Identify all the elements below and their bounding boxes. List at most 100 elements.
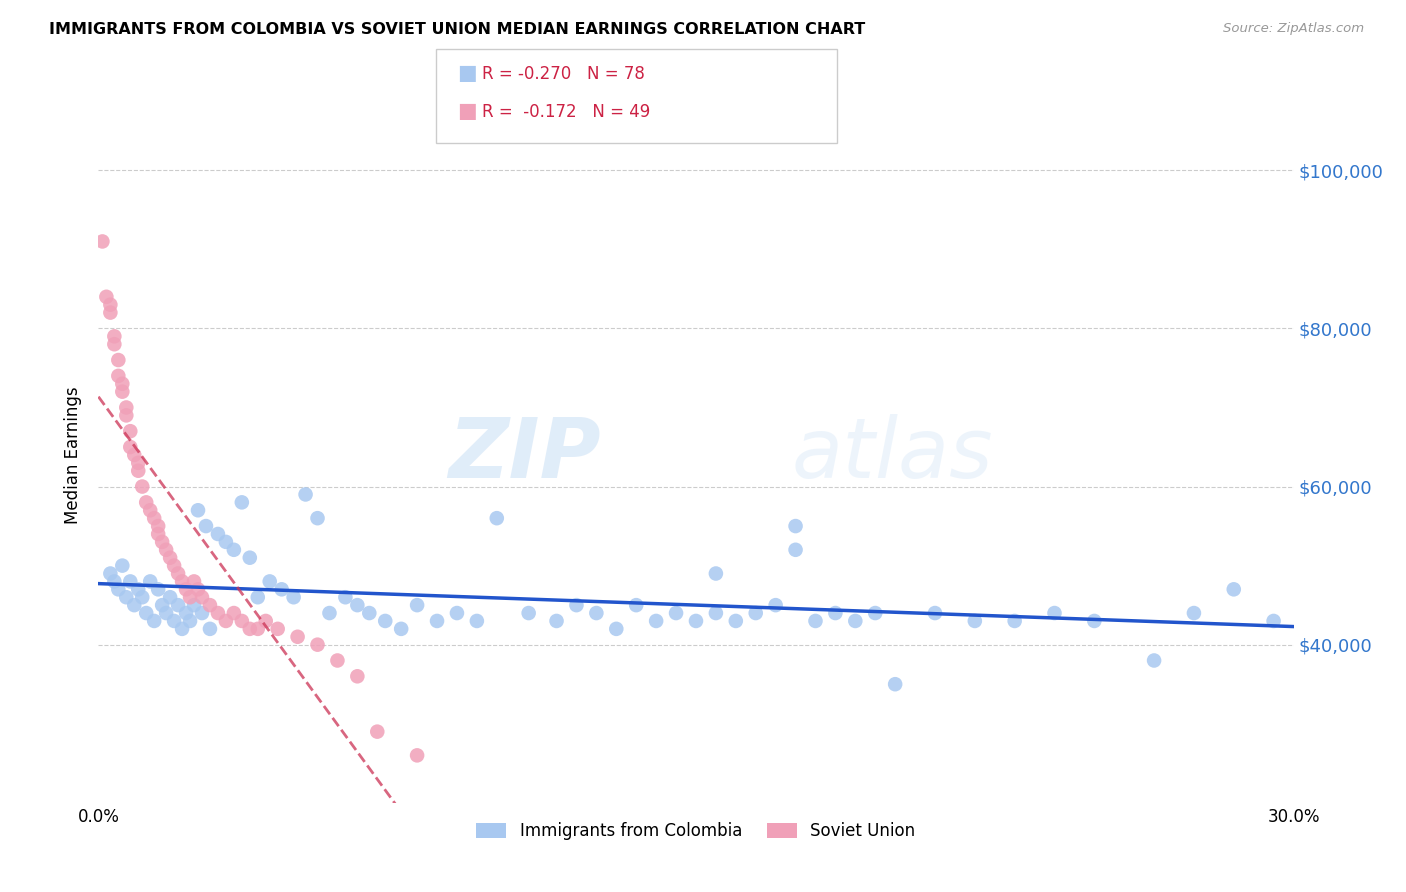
Point [884,677,907,691]
Point [167,598,190,612]
Point [406,598,429,612]
Point [111,384,134,399]
Point [111,558,134,573]
Point [111,376,134,391]
Point [131,591,153,605]
Point [150,535,173,549]
Point [246,622,269,636]
Point [645,614,668,628]
Point [239,622,262,636]
Point [207,606,229,620]
Point [96,290,118,304]
Point [924,606,946,620]
Point [215,614,238,628]
Point [485,511,508,525]
Point [283,591,305,605]
Point [127,456,149,470]
Point [359,606,381,620]
Point [98,305,122,319]
Point [198,622,221,636]
Y-axis label: Median Earnings: Median Earnings [65,386,83,524]
Point [465,614,488,628]
Point [172,574,194,589]
Point [187,503,209,517]
Point [98,566,122,581]
Point [120,574,142,589]
Point [389,622,412,636]
Text: ■: ■ [457,101,477,120]
Point [103,337,125,351]
Point [155,606,177,620]
Point [91,235,114,249]
Point [724,614,747,628]
Point [127,464,149,478]
Point [195,519,218,533]
Point [148,519,170,533]
Point [804,614,827,628]
Point [246,591,269,605]
Point [187,582,209,597]
Point [446,606,468,620]
Text: ■: ■ [457,63,477,83]
Point [254,614,277,628]
Point [546,614,568,628]
Point [517,606,540,620]
Point [139,503,162,517]
Point [135,495,157,509]
Point [222,542,245,557]
Point [191,591,214,605]
Point [1043,606,1066,620]
Point [259,574,281,589]
Point [585,606,607,620]
Text: IMMIGRANTS FROM COLOMBIA VS SOVIET UNION MEDIAN EARNINGS CORRELATION CHART: IMMIGRANTS FROM COLOMBIA VS SOVIET UNION… [49,22,866,37]
Point [335,591,357,605]
Point [120,440,142,454]
Point [167,566,190,581]
Point [745,606,768,620]
Point [765,598,787,612]
Point [626,598,648,612]
Point [103,329,125,343]
Point [159,550,181,565]
Point [124,448,146,462]
Point [406,748,429,763]
Point [191,606,214,620]
Point [179,614,201,628]
Point [270,582,292,597]
Point [1223,582,1246,597]
Point [1004,614,1026,628]
Text: ZIP: ZIP [447,415,600,495]
Point [824,606,846,620]
Point [183,598,205,612]
Point [374,614,396,628]
Point [127,582,149,597]
Point [307,511,329,525]
Point [131,479,153,493]
Point [143,511,166,525]
Point [565,598,588,612]
Point [222,606,245,620]
Point [139,574,162,589]
Point [346,598,368,612]
Point [287,630,309,644]
Point [307,638,329,652]
Point [267,622,290,636]
Point [163,614,186,628]
Point [231,495,253,509]
Point [143,614,166,628]
Point [844,614,866,628]
Text: atlas: atlas [792,415,993,495]
Point [107,582,129,597]
Point [98,298,122,312]
Point [1182,606,1205,620]
Point [115,409,138,423]
Point [685,614,707,628]
Point [103,574,125,589]
Point [294,487,316,501]
Point [107,353,129,368]
Point [785,542,807,557]
Point [865,606,887,620]
Point [346,669,368,683]
Point [155,542,177,557]
Point [704,566,727,581]
